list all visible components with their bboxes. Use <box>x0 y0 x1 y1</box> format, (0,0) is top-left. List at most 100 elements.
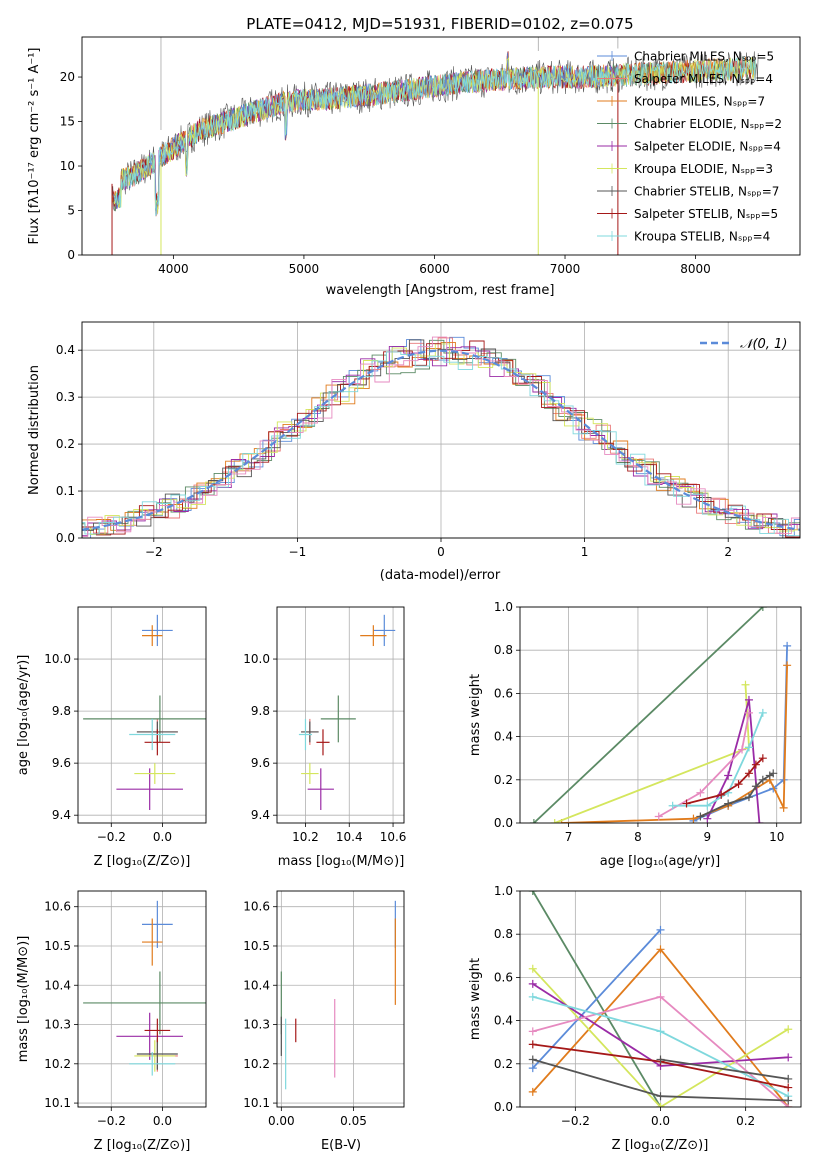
series-marker <box>656 945 665 954</box>
spectrum-line-kroupa-elodie <box>113 56 756 214</box>
massweight-vs-metallicity-panel: Z [log₁₀(Z/Z⊙)] mass weight −0.2 0.0 0.2 0.… <box>468 884 802 1153</box>
histogram-kroupa-elodie <box>82 343 800 535</box>
series-line-salpeter-elodie <box>706 699 761 823</box>
series-marker <box>758 775 767 784</box>
y-tick-label: 0.4 <box>494 730 513 744</box>
series-marker <box>656 925 665 934</box>
series-marker <box>528 979 537 988</box>
y-tick-label: 10.6 <box>243 900 270 914</box>
y-tick-label: 9.6 <box>251 756 270 770</box>
series-marker <box>758 708 767 717</box>
y-tick-label: 9.4 <box>251 808 270 822</box>
plot-clip <box>280 900 396 1090</box>
y-tick-label: 9.8 <box>251 704 270 718</box>
y-tick-label: 10.0 <box>44 652 71 666</box>
series-marker <box>783 661 792 670</box>
series-marker <box>656 992 665 1001</box>
series-marker <box>528 1087 537 1096</box>
series-marker <box>738 745 747 754</box>
axes-frame <box>276 606 405 824</box>
x-tick-label: −1 <box>289 545 307 559</box>
y-tick-label: 0.6 <box>494 970 513 984</box>
y-tick-label: 10.2 <box>243 1057 270 1071</box>
massE-xlabel: E(B-V) <box>321 1138 361 1153</box>
series-marker <box>784 1025 793 1034</box>
y-tick-label: 1.0 <box>494 884 513 898</box>
residual-plot-area: −2 −1 0 1 2 0.0 0.1 0.2 0.3 0.4 <box>56 321 801 559</box>
y-tick-label: 0.1 <box>56 484 75 498</box>
axes-frame <box>519 890 802 1108</box>
x-tick-label: 9 <box>704 830 712 844</box>
y-tick-label: 0.0 <box>56 531 75 545</box>
mwZ-xlabel: Z [log₁₀(Z/Z⊙)] <box>612 1138 709 1153</box>
y-tick-label: 10.3 <box>44 1018 71 1032</box>
x-tick-label: 0.0 <box>651 1114 670 1128</box>
legend-label: Salpeter STELIB, Nₛₚₚ=5 <box>634 207 778 221</box>
series-marker <box>744 769 753 778</box>
series-line-kroupa-elodie <box>554 684 750 823</box>
series-marker <box>528 1040 537 1049</box>
y-tick-label: 0.0 <box>494 1100 513 1114</box>
series-marker <box>741 680 750 689</box>
series-marker <box>755 819 764 823</box>
y-tick-label: 20 <box>60 70 75 84</box>
y-tick-label: 9.4 <box>52 808 71 822</box>
series-marker <box>703 801 712 810</box>
series-marker <box>717 790 726 799</box>
series-line-chabrier-stelib <box>660 1058 789 1080</box>
x-tick-label: 8000 <box>680 262 711 276</box>
series-marker <box>758 607 767 611</box>
histogram-chabrier-stelib <box>82 339 800 538</box>
plot-clip <box>83 614 206 810</box>
spectrum-panel: PLATE=0412, MJD=51931, FIBERID=0102, z=0… <box>27 15 801 298</box>
y-tick-label: 5 <box>67 204 75 218</box>
spectrum-title: PLATE=0412, MJD=51931, FIBERID=0102, z=0… <box>246 15 633 33</box>
series-marker <box>656 1055 665 1064</box>
axes-frame <box>77 606 207 824</box>
legend-label: Chabrier ELODIE, Nₛₚₚ=2 <box>634 117 782 131</box>
plot-clip <box>528 891 793 1107</box>
series-marker <box>696 812 705 821</box>
x-tick-label: 0.00 <box>268 1114 295 1128</box>
series-marker <box>528 1027 537 1036</box>
series-marker <box>703 814 712 823</box>
series-marker <box>784 1053 793 1062</box>
x-tick-label: 0.2 <box>736 1114 755 1128</box>
x-tick-label: 1 <box>581 545 589 559</box>
legend-label: Chabrier MILES, Nₛₚₚ=5 <box>634 50 774 64</box>
series-marker <box>724 771 733 780</box>
y-tick-label: 0.2 <box>494 1057 513 1071</box>
y-tick-label: 0.2 <box>56 437 75 451</box>
massZ-xlabel: Z [log₁₀(Z/Z⊙)] <box>94 1138 191 1153</box>
series-marker <box>744 708 753 717</box>
series-marker <box>656 1027 665 1036</box>
residual-ylabel: Normed distribution <box>27 365 42 495</box>
x-tick-label: −0.2 <box>561 1114 590 1128</box>
y-tick-label: 15 <box>60 115 75 129</box>
age-vs-mass-panel: mass [log₁₀(M/M⊙)] 10.2 10.4 10.6 9.4 9.6 9.8… <box>243 606 407 869</box>
legend-label: Kroupa MILES, Nₛₚₚ=7 <box>634 95 765 109</box>
y-tick-label: 10.2 <box>44 1057 71 1071</box>
series-line-salpeter-stelib <box>686 757 764 805</box>
plot-clip <box>111 37 759 255</box>
y-tick-label: 0.4 <box>494 1014 513 1028</box>
series-line-chabrier-elodie <box>533 607 764 823</box>
y-tick-label: 10.5 <box>44 939 71 953</box>
massZ-ylabel: mass [log₁₀(M/M⊙)] <box>16 936 31 1063</box>
plot-clip <box>529 607 792 823</box>
spectrum-line-chabrier-elodie <box>112 55 756 212</box>
axes-frame <box>519 606 802 824</box>
y-tick-label: 0 <box>67 248 75 262</box>
spectrum-legend: Chabrier MILES, Nₛₚₚ=5 Salpeter MILES, Nₛ… <box>597 50 782 244</box>
series-marker <box>696 788 705 797</box>
spectrum-xlabel: wavelength [Angstrom, rest frame] <box>326 283 555 298</box>
x-tick-label: 0.0 <box>153 830 172 844</box>
mwZ-ylabel: mass weight <box>468 958 483 1040</box>
x-tick-label: 10.4 <box>336 830 363 844</box>
series-marker <box>528 1055 537 1064</box>
x-tick-label: 10.6 <box>380 830 407 844</box>
y-tick-label: 10.5 <box>243 939 270 953</box>
axes-frame <box>81 321 801 539</box>
x-tick-label: 6000 <box>419 262 450 276</box>
